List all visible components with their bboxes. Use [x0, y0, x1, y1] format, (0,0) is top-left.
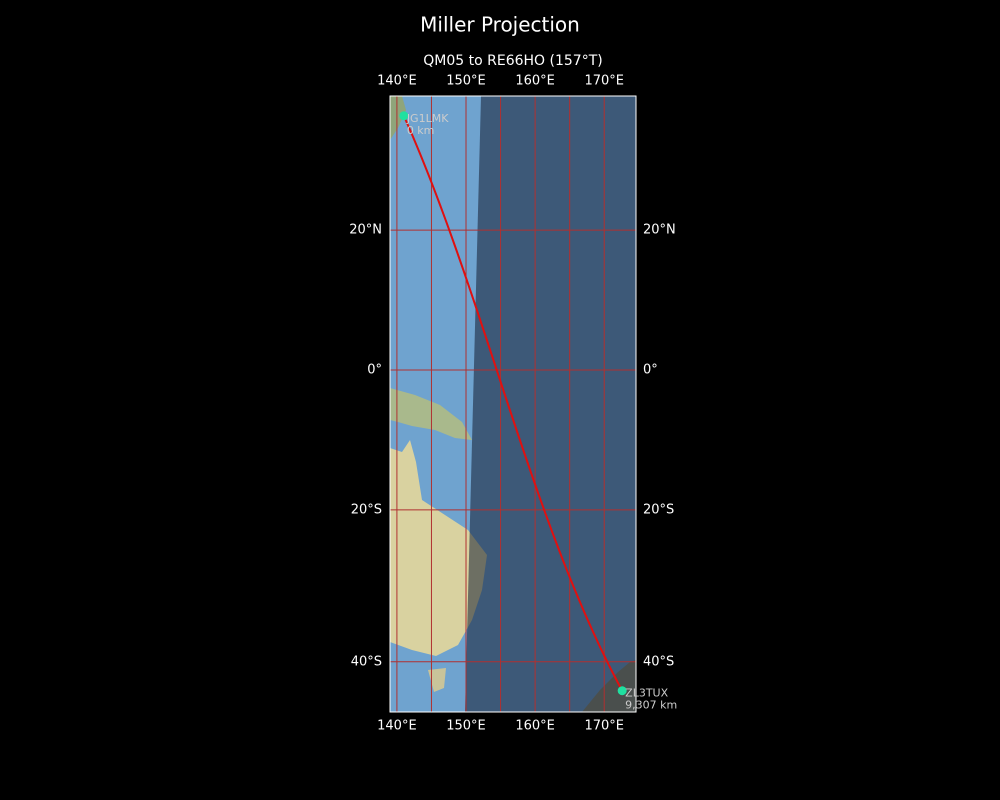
australia [390, 440, 487, 656]
y-tick-label: 20°S [643, 502, 674, 517]
subtitle: QM05 to RE66HO (157°T) [423, 53, 602, 69]
y-tick-label: 0° [643, 363, 658, 378]
map-frame [389, 95, 637, 713]
station-distance: 9,307 km [625, 699, 677, 712]
station-marker [617, 686, 627, 696]
x-tick-label: 160°E [515, 74, 555, 89]
y-tick-label: 40°S [351, 654, 382, 669]
station-name: ZL3TUX [625, 687, 668, 700]
map-background [390, 96, 636, 712]
y-tick-label: 40°S [643, 654, 674, 669]
x-tick-label: 140°E [377, 74, 417, 89]
night-shade [465, 96, 636, 712]
japan [390, 96, 406, 140]
y-tick-label: 20°N [349, 223, 382, 238]
y-tick-label: 20°N [643, 223, 676, 238]
title: Miller Projection [420, 13, 580, 37]
tasmania [428, 668, 446, 692]
x-tick-label: 170°E [584, 74, 624, 89]
x-tick-label: 160°E [515, 719, 555, 734]
x-tick-label: 170°E [584, 719, 624, 734]
map-overlay [390, 96, 636, 712]
y-tick-label: 20°S [351, 502, 382, 517]
x-tick-label: 150°E [446, 719, 486, 734]
x-tick-label: 140°E [377, 719, 417, 734]
station-marker [399, 111, 409, 121]
great-circle-path [402, 115, 624, 692]
y-tick-label: 0° [367, 363, 382, 378]
station-name: JG1LMK [406, 112, 449, 125]
x-tick-label: 150°E [446, 74, 486, 89]
station-distance: 0 km [407, 124, 435, 137]
